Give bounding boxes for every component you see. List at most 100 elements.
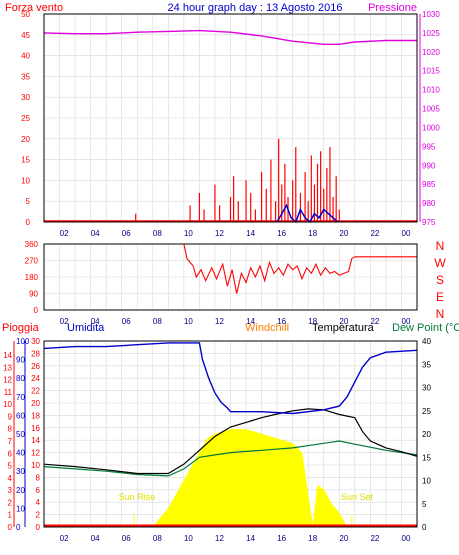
x-tick-0-08: 08 — [153, 229, 162, 238]
tick-tleft-2: 2 — [36, 511, 41, 520]
tick-wind-20: 20 — [21, 135, 30, 144]
x-tick-0-16: 16 — [277, 229, 286, 238]
tick-hum-30: 30 — [16, 467, 25, 476]
tick-rain-5: 5 — [8, 462, 13, 471]
x-tick-0-22: 22 — [370, 229, 379, 238]
x-tick-1-00: 00 — [402, 317, 411, 326]
tick-hum-100: 100 — [16, 337, 30, 346]
tick-hum-50: 50 — [16, 430, 25, 439]
x-tick-2-10: 10 — [184, 534, 193, 543]
x-tick-0-02: 02 — [60, 229, 69, 238]
tick-rain-2: 2 — [8, 498, 13, 507]
tick-tleft-14: 14 — [31, 436, 40, 445]
tick-wind-0: 0 — [26, 218, 31, 227]
label-dewpoint: Dew Point (°C — [392, 322, 459, 334]
tick-tleft-10: 10 — [31, 461, 40, 470]
x-tick-2-06: 06 — [122, 534, 131, 543]
series-layer — [43, 29, 418, 528]
series-wind-average — [276, 203, 339, 224]
tick-rain-4: 4 — [8, 474, 13, 483]
tick-tleft-8: 8 — [36, 473, 41, 482]
right-label-pressure: Pressione — [368, 2, 417, 14]
x-tick-0-18: 18 — [308, 229, 317, 238]
dir-letter-1: W — [434, 256, 446, 270]
tick-wind-15: 15 — [21, 156, 30, 165]
tick-tleft-30: 30 — [31, 337, 40, 346]
tick-dir-90: 90 — [29, 290, 38, 299]
tick-tright-10: 10 — [422, 477, 431, 486]
tick-tright-25: 25 — [422, 407, 431, 416]
dir-letter-4: N — [436, 307, 445, 321]
series-humidity — [43, 342, 418, 415]
series-wind-direction — [44, 243, 417, 294]
x-tick-0-04: 04 — [91, 229, 100, 238]
tick-pressure-1015: 1015 — [422, 67, 440, 76]
x-tick-1-18: 18 — [308, 317, 317, 326]
panel-frame-2 — [43, 243, 418, 311]
dir-letter-3: E — [436, 290, 444, 304]
tick-rain-14: 14 — [3, 351, 12, 360]
tick-rain-12: 12 — [3, 376, 12, 385]
tick-tleft-0: 0 — [36, 523, 41, 532]
tick-wind-5: 5 — [26, 197, 31, 206]
x-tick-1-12: 12 — [215, 317, 224, 326]
label-rain: Pioggia — [2, 322, 40, 334]
tick-hum-20: 20 — [16, 486, 25, 495]
tick-tleft-18: 18 — [31, 411, 40, 420]
tick-tright-30: 30 — [422, 384, 431, 393]
tick-tleft-16: 16 — [31, 424, 40, 433]
x-tick-0-14: 14 — [246, 229, 255, 238]
x-tick-1-04: 04 — [91, 317, 100, 326]
tick-pressure-985: 985 — [422, 180, 436, 189]
tick-tleft-4: 4 — [36, 498, 41, 507]
dir-letter-2: S — [436, 273, 444, 287]
tick-rain-0: 0 — [8, 523, 13, 532]
label-windchill: Windchill — [245, 322, 289, 334]
tick-tright-20: 20 — [422, 430, 431, 439]
tick-pressure-1020: 1020 — [422, 48, 440, 57]
tick-wind-25: 25 — [21, 114, 30, 123]
sun-rise-label: Sun Rise — [119, 492, 156, 502]
tick-tleft-28: 28 — [31, 349, 40, 358]
tick-hum-80: 80 — [16, 374, 25, 383]
x-tick-0-06: 06 — [122, 229, 131, 238]
x-tick-2-08: 08 — [153, 534, 162, 543]
x-tick-1-22: 22 — [370, 317, 379, 326]
x-tick-2-18: 18 — [308, 534, 317, 543]
tick-dir-270: 270 — [25, 257, 39, 266]
x-tick-1-02: 02 — [60, 317, 69, 326]
tick-rain-9: 9 — [8, 412, 13, 421]
tick-tright-5: 5 — [422, 500, 427, 509]
tick-dir-360: 360 — [25, 240, 39, 249]
tick-tleft-6: 6 — [36, 486, 41, 495]
tick-tleft-24: 24 — [31, 374, 40, 383]
tick-wind-30: 30 — [21, 93, 30, 102]
tick-labels: 0510152025303540455097598098599099510001… — [3, 10, 446, 543]
series-dewpoint — [43, 440, 418, 477]
tick-tleft-20: 20 — [31, 399, 40, 408]
x-tick-1-08: 08 — [153, 317, 162, 326]
tick-tright-0: 0 — [422, 523, 427, 532]
x-tick-2-02: 02 — [60, 534, 69, 543]
tick-hum-60: 60 — [16, 411, 25, 420]
panel-frames — [13, 13, 421, 528]
tick-rain-11: 11 — [4, 388, 13, 397]
tick-hum-70: 70 — [16, 393, 25, 402]
tick-pressure-995: 995 — [422, 142, 436, 151]
chart-title: 24 hour graph day : 13 Agosto 2016 — [168, 2, 343, 14]
tick-pressure-1030: 1030 — [422, 10, 440, 19]
x-tick-1-10: 10 — [184, 317, 193, 326]
tick-wind-35: 35 — [21, 72, 30, 81]
x-tick-2-16: 16 — [277, 534, 286, 543]
tick-rain-3: 3 — [8, 486, 13, 495]
x-tick-2-20: 20 — [339, 534, 348, 543]
x-tick-1-20: 20 — [339, 317, 348, 326]
tick-pressure-990: 990 — [422, 161, 436, 170]
x-tick-2-22: 22 — [370, 534, 379, 543]
tick-pressure-1005: 1005 — [422, 105, 440, 114]
x-tick-1-06: 06 — [122, 317, 131, 326]
tick-tright-15: 15 — [422, 453, 431, 462]
series-temperature — [43, 408, 418, 475]
tick-wind-10: 10 — [21, 176, 30, 185]
